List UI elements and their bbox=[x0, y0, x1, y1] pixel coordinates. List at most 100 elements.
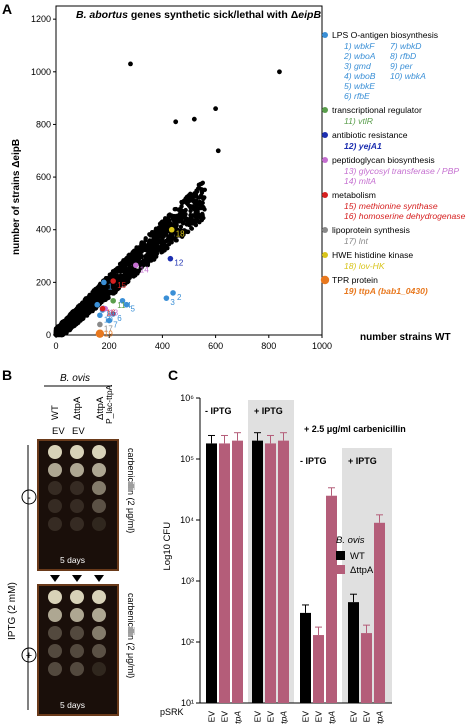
background-point bbox=[152, 255, 157, 261]
plate-background bbox=[38, 585, 118, 715]
panel-b-label: B bbox=[2, 367, 12, 383]
background-point bbox=[193, 194, 199, 199]
highlight-point-12 bbox=[167, 255, 174, 262]
background-point bbox=[94, 298, 100, 303]
background-point bbox=[111, 272, 116, 277]
y-tick-label-c: 10⁶ bbox=[180, 393, 194, 403]
legend-gene: 15) methionine synthase bbox=[344, 201, 438, 211]
background-point bbox=[171, 222, 176, 228]
x-label-c: EV bbox=[301, 711, 311, 723]
x-tick-label-a: 600 bbox=[208, 341, 223, 351]
background-point bbox=[150, 232, 156, 237]
background-point bbox=[136, 251, 142, 257]
minus-marker bbox=[21, 489, 37, 505]
background-point bbox=[179, 214, 184, 219]
legend-gene: 3) gmd bbox=[344, 61, 371, 71]
highlight-label-13: 13 bbox=[109, 309, 118, 318]
x-tick-label-a: 0 bbox=[53, 341, 58, 351]
background-point bbox=[80, 302, 86, 308]
colony-spot bbox=[92, 481, 106, 495]
highlight-point-7 bbox=[106, 317, 112, 324]
highlight-label-5: 5 bbox=[130, 305, 135, 314]
background-point bbox=[194, 202, 200, 208]
x-label-c: ttpA bbox=[375, 711, 385, 724]
background-point bbox=[60, 328, 66, 334]
background-point bbox=[56, 328, 61, 334]
background-point bbox=[200, 204, 206, 210]
background-point bbox=[178, 228, 184, 233]
background-point bbox=[172, 207, 177, 212]
colony-spot bbox=[70, 590, 84, 604]
background-point bbox=[156, 225, 162, 230]
highlight-point-14 bbox=[133, 262, 139, 269]
highlight-point-9 bbox=[94, 301, 101, 308]
x-label-c: ttpA bbox=[327, 711, 337, 724]
legend-header: TPR protein bbox=[332, 275, 378, 285]
bar-9 bbox=[348, 602, 359, 703]
x-label-c: EV bbox=[253, 711, 263, 723]
bar-7 bbox=[313, 635, 324, 703]
background-point bbox=[184, 200, 189, 206]
background-point bbox=[146, 246, 152, 251]
legend-header: peptidoglycan biosynthesis bbox=[332, 155, 435, 165]
background-point bbox=[165, 236, 171, 241]
background-point bbox=[156, 239, 161, 244]
colony-spot bbox=[48, 626, 62, 640]
colony-spot bbox=[92, 445, 106, 459]
background-point bbox=[198, 215, 203, 220]
bar-5 bbox=[278, 440, 289, 703]
background-point bbox=[84, 304, 90, 309]
arrow-marker bbox=[94, 575, 104, 582]
plus-marker bbox=[21, 647, 37, 663]
legend-marker bbox=[320, 275, 330, 285]
outlier-point bbox=[128, 61, 133, 67]
outlier-point bbox=[215, 148, 221, 154]
days-label: 5 days bbox=[60, 555, 85, 565]
legend-marker bbox=[322, 132, 328, 138]
background-point bbox=[177, 231, 182, 236]
background-point bbox=[123, 279, 129, 285]
background-point bbox=[69, 317, 75, 322]
highlight-point-2 bbox=[170, 290, 176, 296]
colony-spot bbox=[48, 662, 62, 676]
bar-1 bbox=[219, 443, 230, 703]
background-point bbox=[193, 213, 198, 218]
highlight-label-19: 19 bbox=[104, 330, 113, 339]
colony-spot bbox=[70, 644, 84, 658]
background-point bbox=[131, 248, 137, 253]
x-tick-label-a: 800 bbox=[261, 341, 276, 351]
background-point bbox=[124, 269, 129, 275]
panel-c-label: C bbox=[168, 367, 178, 383]
bar-10 bbox=[361, 633, 372, 703]
colony-spot bbox=[70, 481, 84, 495]
y-tick-label-a: 0 bbox=[46, 330, 51, 340]
background-point bbox=[93, 306, 98, 311]
highlight-point-17 bbox=[97, 321, 103, 328]
colony-spot bbox=[70, 517, 84, 531]
highlight-label-18: 18 bbox=[176, 230, 185, 239]
x-label-c: ttpA bbox=[233, 711, 243, 724]
carbenicillin-label: carbenicillin (2 μg/ml) bbox=[126, 448, 136, 533]
background-point bbox=[127, 257, 132, 262]
background-point bbox=[143, 236, 148, 241]
bar-2 bbox=[232, 440, 243, 703]
x-label-c: EV bbox=[266, 711, 276, 723]
legend-marker bbox=[322, 227, 328, 233]
plate-rim bbox=[37, 584, 119, 716]
background-point bbox=[170, 216, 176, 221]
bar-chart-c: 10¹ 10² 10³ 10⁴ 10⁵ 10⁶ Log10 CFU - IPTG + IPTG +… bbox=[160, 393, 406, 724]
background-point bbox=[194, 219, 199, 224]
scatter-plot-a: 0 200 400 600 800 100002004006008001000120012… bbox=[31, 5, 332, 351]
x-axis-label-a: number strains WT bbox=[360, 332, 451, 343]
y-tick-label-c: 10⁴ bbox=[180, 515, 194, 525]
background-point bbox=[98, 297, 104, 303]
group-label-plus-iptg: + IPTG bbox=[254, 406, 283, 416]
iptg-label: IPTG (2 mM) bbox=[7, 582, 18, 640]
background-point bbox=[177, 206, 183, 212]
background-point bbox=[199, 181, 204, 186]
background-point bbox=[189, 226, 194, 231]
colony-spot bbox=[92, 517, 106, 531]
background-point bbox=[169, 233, 174, 238]
